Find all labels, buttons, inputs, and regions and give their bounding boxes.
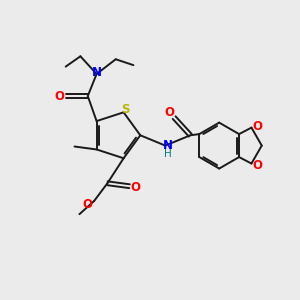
Text: N: N — [163, 139, 173, 152]
Text: O: O — [252, 120, 262, 133]
Text: S: S — [121, 103, 129, 116]
Text: O: O — [252, 158, 262, 172]
Text: O: O — [83, 198, 93, 211]
Text: H: H — [164, 149, 172, 159]
Text: O: O — [54, 90, 64, 103]
Text: O: O — [130, 181, 140, 194]
Text: O: O — [165, 106, 175, 119]
Text: N: N — [92, 66, 102, 79]
